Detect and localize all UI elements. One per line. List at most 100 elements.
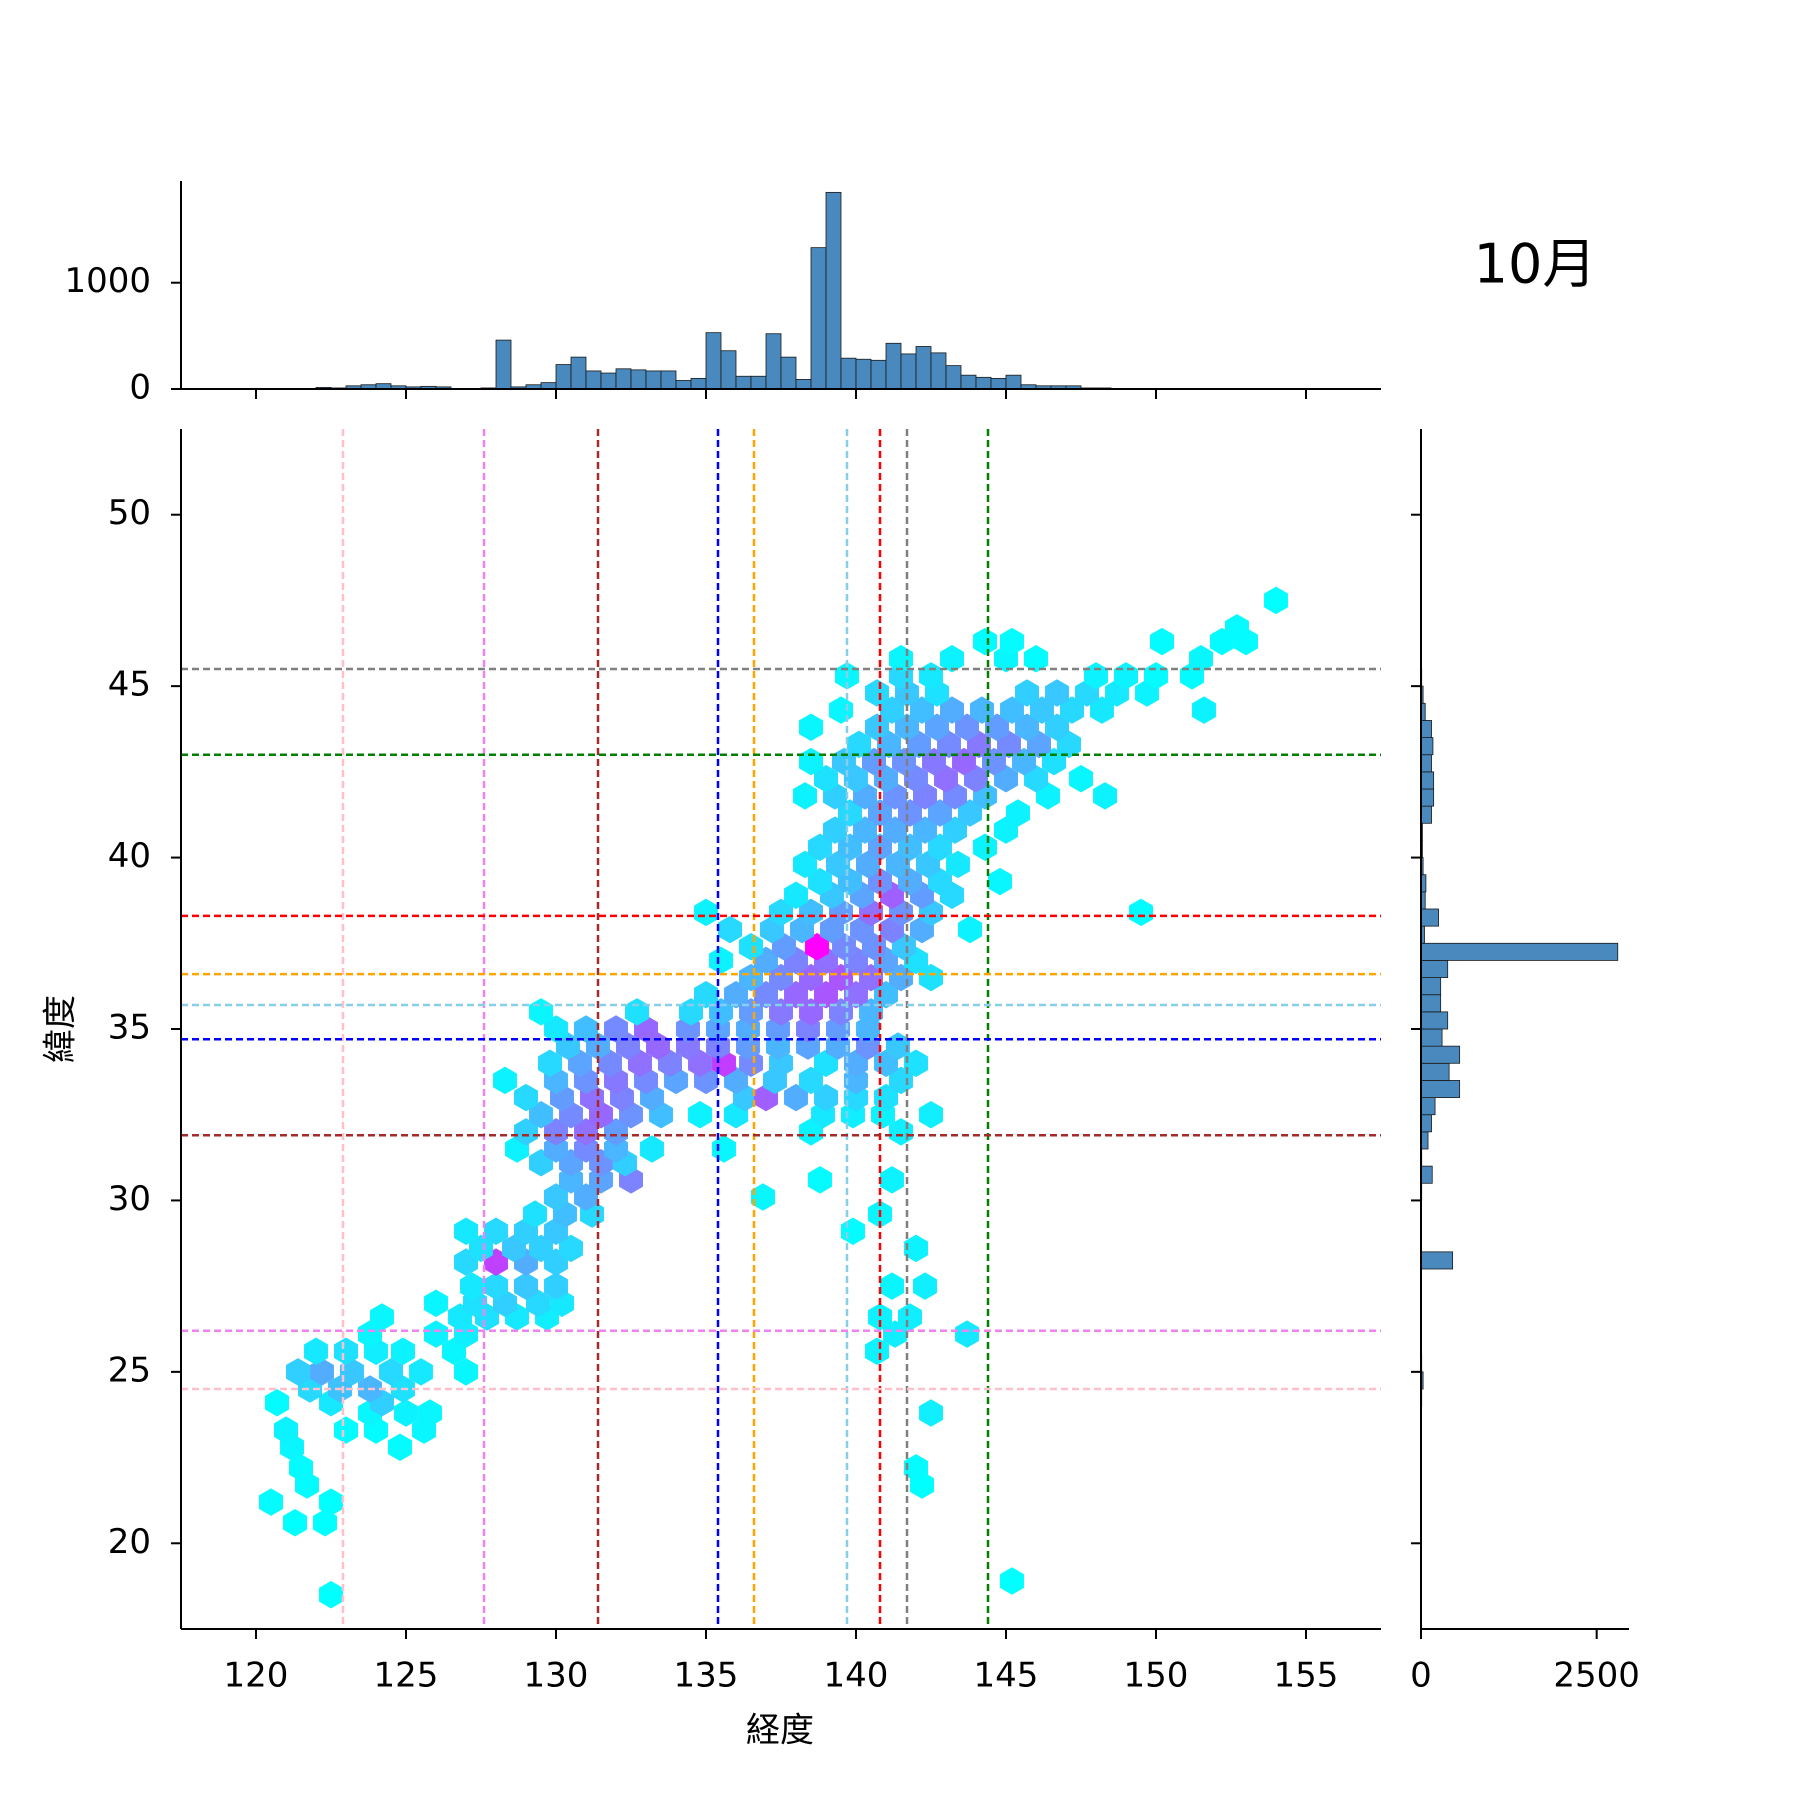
hex-bin	[919, 1399, 943, 1427]
histogram-bar	[840, 357, 857, 390]
hex-bin	[958, 915, 982, 944]
hex-bin	[1000, 627, 1024, 656]
hex-bin	[1093, 782, 1117, 810]
histogram-bar	[615, 368, 632, 390]
histogram-bar	[1420, 737, 1434, 756]
histogram-bar	[765, 333, 782, 390]
histogram-bar	[930, 352, 947, 390]
hex-bin	[604, 1015, 628, 1043]
y-tick-label: 35	[108, 1008, 151, 1048]
histogram-bar	[885, 342, 902, 390]
hex-bin	[589, 1166, 613, 1194]
hex-bin	[265, 1388, 289, 1417]
hex-bin	[274, 1416, 298, 1444]
histogram-bar	[720, 350, 737, 390]
histogram-bar	[1420, 1080, 1461, 1098]
hex-bin	[559, 1166, 583, 1194]
hex-bin	[1000, 1567, 1024, 1595]
histogram-bar	[810, 247, 827, 390]
x-tick-label: 130	[524, 1656, 589, 1696]
hex-bin	[310, 1358, 334, 1386]
hex-bin	[940, 644, 964, 673]
histogram-bar	[1420, 994, 1442, 1013]
histogram-bar	[870, 359, 887, 390]
hex-bin	[523, 1200, 547, 1228]
hex-bin	[409, 1358, 433, 1386]
histogram-bar	[675, 380, 692, 390]
histogram-bar	[915, 346, 932, 390]
histogram-bar	[1420, 1028, 1443, 1047]
hex-bin	[340, 1358, 364, 1386]
hex-bin	[1015, 679, 1039, 707]
x-tick-label: 2500	[1553, 1656, 1640, 1696]
histogram-bar	[735, 375, 752, 390]
hex-bin	[865, 679, 889, 707]
x-tick-label: 155	[1274, 1656, 1339, 1696]
hex-bin	[913, 1272, 937, 1300]
x-tick-label: 135	[674, 1656, 739, 1696]
y-tick-label: 40	[108, 836, 151, 876]
histogram-bar	[1420, 1131, 1429, 1150]
hex-bin	[394, 1399, 418, 1427]
histogram-bar	[1420, 1097, 1436, 1116]
x-axis-label: 経度	[746, 1711, 814, 1751]
histogram-bar	[1420, 942, 1619, 961]
hex-bin	[1024, 644, 1048, 673]
hex-bin	[880, 1166, 904, 1194]
hex-bin	[418, 1399, 442, 1427]
histogram-bar	[990, 377, 1007, 390]
y-tick-label: 45	[108, 665, 151, 705]
y-tick-label: 50	[108, 493, 151, 533]
hex-bin	[640, 1135, 664, 1163]
hex-bin	[904, 1454, 928, 1482]
hex-bin	[304, 1337, 328, 1366]
hex-bin	[424, 1289, 448, 1318]
hex-bin	[283, 1508, 307, 1537]
hex-bin	[574, 1015, 598, 1043]
histogram-bar	[780, 356, 797, 390]
x-tick-label: 0	[1410, 1656, 1432, 1696]
histogram-bar	[630, 369, 647, 390]
hex-bin	[319, 1488, 343, 1516]
hex-bin	[973, 833, 997, 862]
histogram-bar	[1005, 374, 1022, 390]
histogram-bar	[705, 332, 722, 390]
histogram-bar	[1420, 1045, 1461, 1064]
histogram-bar	[555, 364, 572, 390]
histogram-bar	[1420, 754, 1432, 773]
histogram-bar	[1420, 788, 1435, 807]
hex-bin	[904, 1234, 928, 1263]
histogram-bar	[975, 376, 992, 390]
hex-bin	[1045, 679, 1069, 707]
hex-bin	[1225, 614, 1249, 642]
hex-bin	[784, 881, 808, 910]
hex-bin	[334, 1337, 358, 1366]
hex-bin	[1264, 586, 1288, 615]
histogram-bar	[600, 372, 617, 390]
hex-bin	[946, 850, 970, 879]
x-tick-label: 120	[224, 1656, 289, 1696]
histogram-bar	[795, 379, 812, 390]
y-tick-label: 20	[108, 1522, 151, 1562]
histogram-bar	[1420, 720, 1432, 738]
hex-bin	[1192, 696, 1216, 724]
hex-bin	[919, 1100, 943, 1129]
histogram-bar	[1420, 1011, 1449, 1030]
hex-bin	[955, 1320, 979, 1348]
histogram-bar	[1420, 805, 1432, 824]
hex-bin	[739, 932, 763, 961]
hex-bin	[1150, 627, 1174, 656]
hex-bin	[694, 980, 718, 1009]
histogram-bar	[960, 374, 977, 390]
histogram-bar	[690, 377, 707, 390]
x-tick-label: 125	[374, 1656, 439, 1696]
y-tick-label: 30	[108, 1179, 151, 1219]
hex-bin	[334, 1416, 358, 1444]
hex-bin	[259, 1488, 283, 1516]
hex-bin	[1006, 799, 1030, 827]
hex-bin	[544, 1272, 568, 1300]
hex-bin	[751, 1183, 775, 1211]
histogram-bar	[570, 356, 587, 390]
hex-bin	[514, 1272, 538, 1300]
